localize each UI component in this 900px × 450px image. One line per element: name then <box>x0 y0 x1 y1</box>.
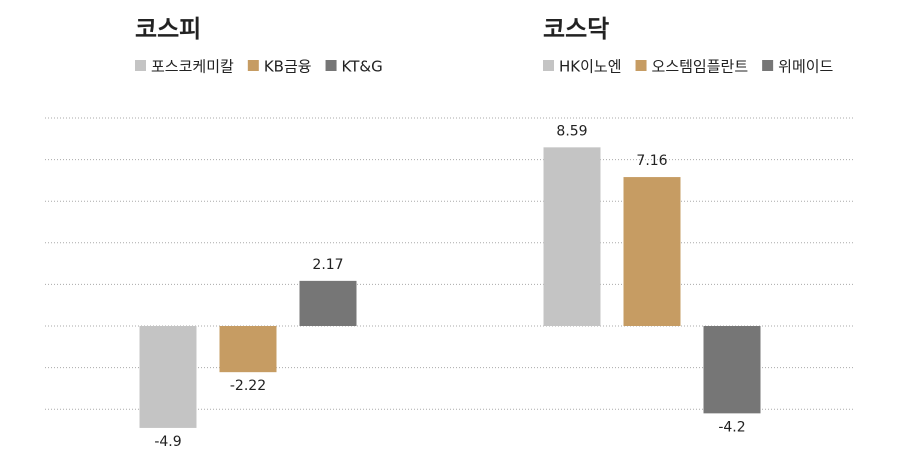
bar <box>139 326 197 428</box>
chart-title: 코스닥 <box>543 15 609 43</box>
chart-title: 코스피 <box>135 15 201 43</box>
bar <box>543 147 601 326</box>
legend-label: KB금융 <box>264 58 312 76</box>
value-label: -2.22 <box>230 378 266 394</box>
bar <box>703 326 761 414</box>
value-label: -4.9 <box>154 434 181 450</box>
legend-swatch <box>325 60 337 71</box>
value-label: 7.16 <box>636 153 667 169</box>
legend-swatch <box>635 60 647 71</box>
legend-label: 오스템임플란트 <box>652 58 749 76</box>
bar <box>219 326 277 373</box>
legend-swatch <box>762 60 774 71</box>
bar <box>299 280 357 326</box>
value-label: 2.17 <box>312 257 343 273</box>
legend-swatch <box>247 60 259 71</box>
legend-swatch <box>543 60 554 71</box>
bar <box>623 177 681 326</box>
legend-label: 위메이드 <box>778 58 833 76</box>
value-label: -4.2 <box>718 419 745 435</box>
value-label: 8.59 <box>556 123 587 139</box>
legend-label: 포스코케미칼 <box>151 58 234 76</box>
legend-label: KT&G <box>342 58 383 76</box>
legend-label: HK이노엔 <box>559 58 622 76</box>
legend-swatch <box>135 60 146 71</box>
